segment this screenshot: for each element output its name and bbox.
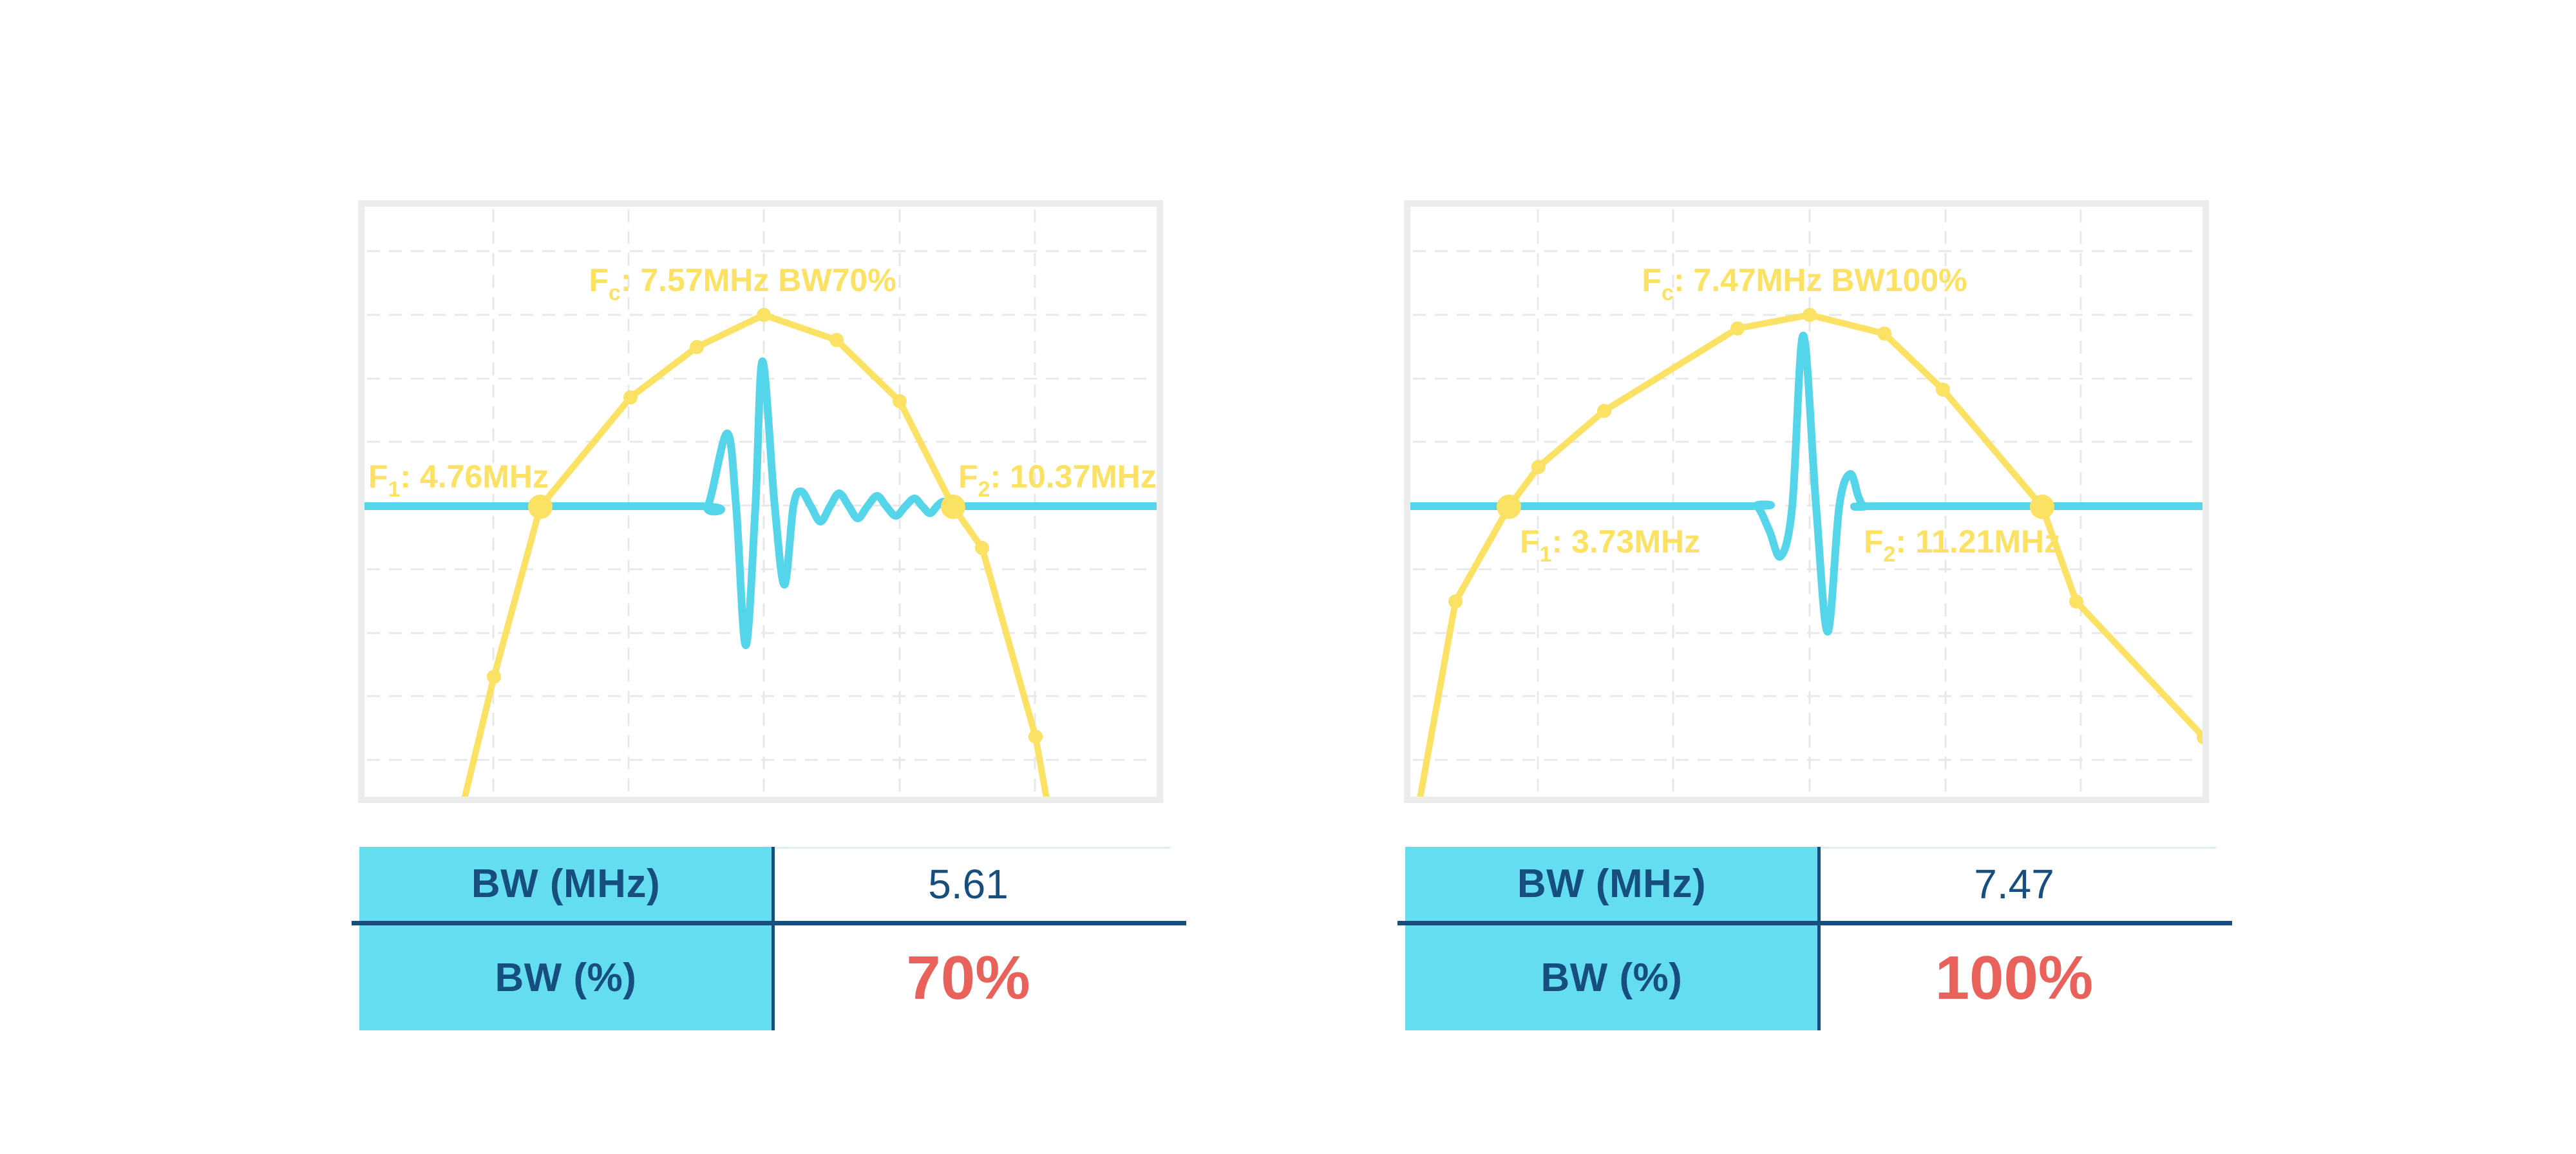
fc-label: Fc: 7.47MHz BW100% xyxy=(1642,262,1967,305)
table-row: BW (MHz) 5.61 xyxy=(358,847,1163,921)
spectrum-markers xyxy=(487,308,1043,744)
cutoff-frequency-marker xyxy=(2030,495,2054,519)
bw-mhz-value: 7.47 xyxy=(1974,860,2054,907)
data-point-marker xyxy=(1936,383,1950,397)
bw-mhz-label: BW (MHz) xyxy=(1517,862,1707,906)
pulse-waveform xyxy=(1406,332,2206,636)
data-point-marker xyxy=(893,394,907,408)
fc-label: Fc: 7.57MHz BW70% xyxy=(589,262,896,305)
data-point-marker xyxy=(1877,326,1891,341)
f1-label: F1: 3.73MHz xyxy=(1520,524,1700,567)
table-horizontal-rule xyxy=(1397,921,2232,925)
table-horizontal-rule xyxy=(352,921,1186,925)
spectrum-chart-bw100: Fc: 7.47MHz BW100% F1: 3.73MHz F2: 11.21MH… xyxy=(1404,200,2209,803)
table-label-column-background xyxy=(359,847,772,1030)
spectrum-curve xyxy=(460,312,1050,803)
f2-label: F2: 11.21MHz xyxy=(1864,524,2060,567)
bw-pct-label: BW (%) xyxy=(1540,956,1683,1000)
data-point-marker xyxy=(1028,730,1043,744)
spectrum-markers xyxy=(1448,308,2209,744)
data-point-marker xyxy=(1448,594,1463,609)
bw-mhz-value: 5.61 xyxy=(928,860,1009,907)
panel-bw70: Fc: 7.57MHz BW70% F1: 4.76MHz F2: 10.37MHz… xyxy=(352,200,1186,1030)
table-top-divider xyxy=(775,847,1170,849)
data-point-marker xyxy=(1803,308,1817,322)
gridlines xyxy=(1413,209,2200,794)
data-point-marker xyxy=(757,308,771,322)
bw-pct-value: 70% xyxy=(906,943,1030,1012)
data-point-marker xyxy=(2069,594,2083,609)
spectrum-curve xyxy=(1416,312,2207,803)
chart-frame xyxy=(358,200,1163,803)
table-vertical-divider xyxy=(772,847,775,1030)
data-point-marker xyxy=(829,333,844,347)
f1-label: F1: 4.76MHz xyxy=(368,459,549,502)
pulse-waveform xyxy=(361,357,1160,649)
data-point-marker xyxy=(487,670,501,684)
bandwidth-table-bw100: BW (MHz) 7.47 BW (%) 100% xyxy=(1397,847,2232,1030)
table-top-divider xyxy=(1821,847,2216,849)
data-point-marker xyxy=(975,541,989,555)
chart-frame xyxy=(1404,200,2209,803)
data-point-marker xyxy=(1531,460,1546,474)
bw-pct-label: BW (%) xyxy=(495,956,637,1000)
data-point-marker xyxy=(1597,404,1611,418)
gridlines xyxy=(367,209,1154,794)
cutoff-frequency-marker xyxy=(1497,495,1521,519)
spectrum-chart-bw70: Fc: 7.57MHz BW70% F1: 4.76MHz F2: 10.37MHz xyxy=(358,200,1163,803)
table-row: BW (%) 100% xyxy=(1404,925,2209,1030)
data-point-marker xyxy=(623,390,638,404)
table-row: BW (MHz) 7.47 xyxy=(1404,847,2209,921)
cutoff-frequency-marker xyxy=(941,495,965,519)
data-point-marker xyxy=(1730,321,1745,336)
bw-pct-value: 100% xyxy=(1935,943,2094,1012)
cutoff-frequency-marker xyxy=(528,495,553,519)
table-vertical-divider xyxy=(1817,847,1821,1030)
bandwidth-table-bw70: BW (MHz) 5.61 BW (%) 70% xyxy=(352,847,1186,1030)
f2-label: F2: 10.37MHz xyxy=(958,459,1157,502)
bw-mhz-label: BW (MHz) xyxy=(471,862,661,906)
table-label-column-background xyxy=(1405,847,1817,1030)
data-point-marker xyxy=(690,340,704,354)
table-row: BW (%) 70% xyxy=(358,925,1163,1030)
panel-bw100: Fc: 7.47MHz BW100% F1: 3.73MHz F2: 11.21MH… xyxy=(1397,200,2232,1030)
